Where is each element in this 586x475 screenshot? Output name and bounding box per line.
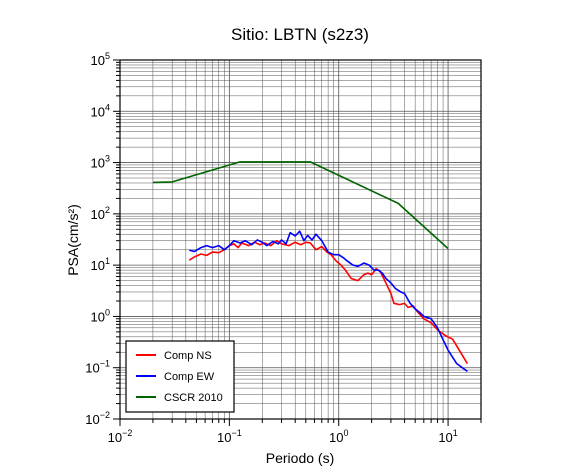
axis-ticks: 10−2 10−1 100 101 10−2 10−1 100 101 102 103 104 105 [85,51,482,445]
legend-items: Comp NS Comp EW CSCR 2010 [136,350,223,404]
x-tick-label: 101 [438,428,457,445]
legend-label: CSCR 2010 [164,392,223,404]
plot-frame [119,59,482,420]
series-line-cscr-2010 [152,161,449,250]
series-lines [152,161,469,372]
y-tick-label: 103 [91,154,110,171]
y-tick-label: 10−2 [85,410,110,427]
series-line-comp-ew [189,230,468,372]
x-tick-label: 10−1 [217,428,242,445]
legend-label: Comp EW [164,371,215,383]
x-tick-label: 100 [329,428,348,445]
legend-label: Comp NS [164,350,212,362]
y-tick-label: 105 [91,51,110,68]
y-axis-label: PSA(cm/s²) [65,204,81,276]
y-tick-label: 100 [91,307,110,324]
legend: Comp NS Comp EW CSCR 2010 [125,340,235,413]
y-tick-label: 102 [91,205,110,222]
series-line-comp-ns [188,239,469,365]
x-axis-label: Periodo (s) [266,450,334,466]
y-tick-label: 10−1 [85,359,110,376]
y-tick-label: 104 [91,102,110,119]
y-tick-label: 101 [91,256,110,273]
x-tick-label: 10−2 [108,428,133,445]
chart-title: Sitio: LBTN (s2z3) [231,25,369,44]
